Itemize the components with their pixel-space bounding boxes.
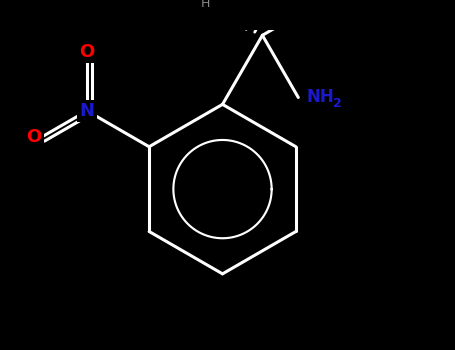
Text: H: H xyxy=(200,0,210,10)
Text: N: N xyxy=(80,102,95,120)
Text: NH: NH xyxy=(306,89,334,106)
Text: O: O xyxy=(26,128,42,146)
Text: 2: 2 xyxy=(333,97,342,110)
Text: O: O xyxy=(79,43,95,61)
